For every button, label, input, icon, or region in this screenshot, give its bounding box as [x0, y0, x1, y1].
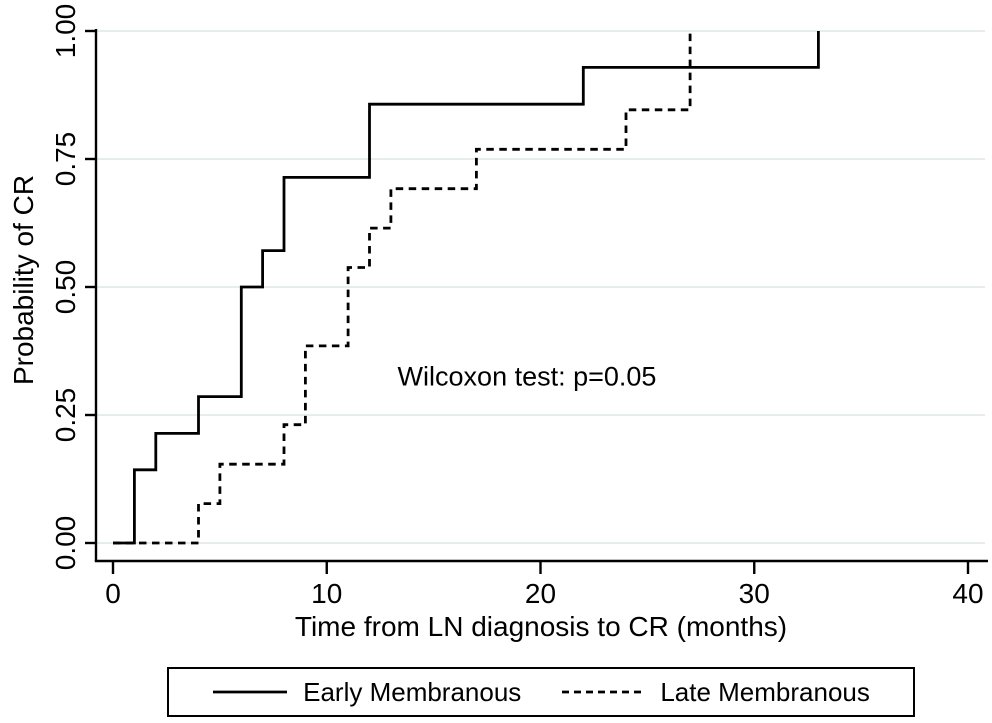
legend-item-late-membranous: Late Membranous — [561, 677, 870, 708]
x-tick-label-10: 10 — [311, 578, 343, 609]
legend-item-early-membranous: Early Membranous — [212, 677, 521, 708]
wilcoxon-test-annotation: Wilcoxon test: p=0.05 — [397, 361, 657, 392]
plot-area — [85, 29, 988, 574]
x-tick-label-20: 20 — [524, 578, 557, 609]
x-axis-title: Time from LN diagnosis to CR (months) — [294, 611, 788, 642]
legend-label-late-membranous: Late Membranous — [660, 676, 870, 707]
legend-box: Early Membranous Late Membranous — [167, 667, 915, 717]
dashed-line-sample-icon — [562, 690, 645, 694]
legend-label-early-membranous: Early Membranous — [303, 676, 522, 707]
x-tick-label-30: 30 — [738, 578, 770, 609]
y-axis-title: Probability of CR — [8, 174, 39, 386]
x-tick-label-40: 40 — [952, 578, 984, 609]
solid-line-sample-icon — [213, 690, 288, 694]
x-tick-label-0: 0 — [105, 578, 121, 609]
late-membranous-curve — [113, 31, 692, 545]
early-membranous-curve — [113, 31, 820, 545]
